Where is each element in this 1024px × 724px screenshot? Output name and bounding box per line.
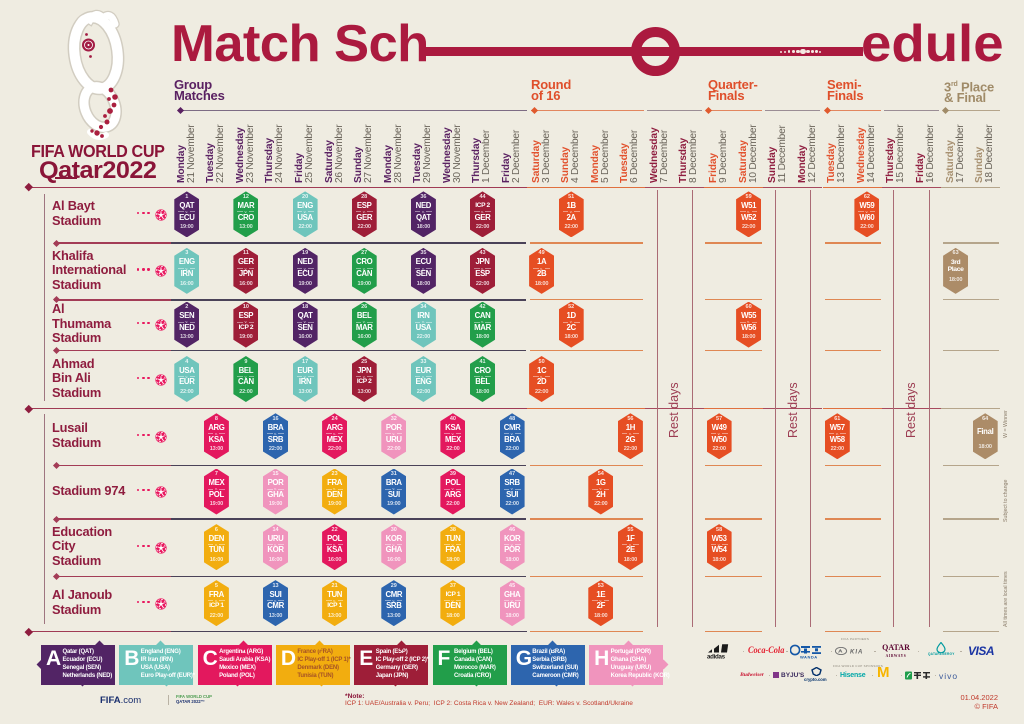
svg-text:KIA: KIA [850, 650, 863, 656]
svg-text:adidas: adidas [707, 654, 726, 661]
svg-text:WANDA: WANDA [800, 655, 818, 660]
